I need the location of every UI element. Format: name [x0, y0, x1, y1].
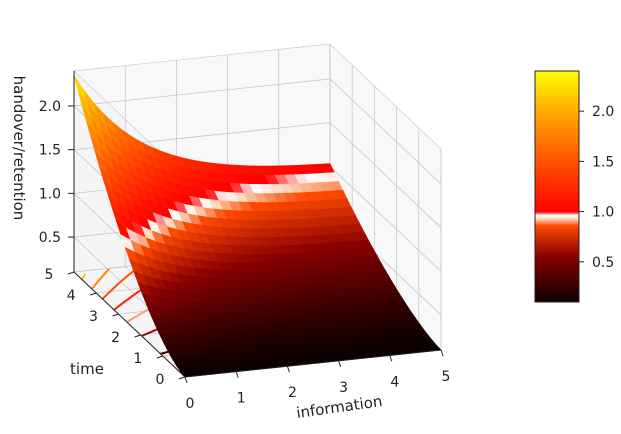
- colorbar: 0.5 1.0 1.5 2.0: [534, 70, 614, 303]
- z-tick-label: 1.5: [39, 143, 61, 159]
- x-tick-label: 3: [339, 380, 348, 396]
- colorbar-tick-label: 1.0: [592, 205, 614, 221]
- grid-right-z: [329, 122, 442, 228]
- y-tick: [178, 376, 186, 380]
- x-tick: [184, 376, 188, 384]
- x-tick-label: 4: [390, 374, 399, 390]
- y-tick: [112, 313, 119, 317]
- contour-line: [91, 268, 110, 290]
- x-tick-label: 5: [442, 369, 451, 385]
- y-tick: [134, 334, 141, 338]
- y-tick: [156, 355, 163, 359]
- surface-mesh: [73, 75, 442, 378]
- z-tick-label: 2.0: [39, 99, 61, 115]
- x-axis-line: [184, 349, 442, 378]
- x-tick: [338, 360, 342, 367]
- grid-right-z: [329, 78, 442, 185]
- y-axis-label: time: [70, 360, 104, 378]
- colorbar-tick-label: 2.0: [592, 104, 614, 120]
- y-tick-label: 3: [89, 309, 98, 325]
- x-tick-label: 1: [237, 391, 246, 407]
- colorbar-ticks: 0.5 1.0 1.5 2.0: [579, 104, 614, 271]
- z-axis-label: handover/retention: [10, 76, 28, 221]
- y-axis-line: [73, 271, 186, 378]
- y-tick-label: 1: [133, 351, 142, 367]
- axis-lines: [73, 71, 442, 378]
- y-tick-label: 2: [111, 330, 120, 346]
- grid-back-z: [73, 78, 331, 107]
- colorbar-body: [534, 70, 580, 303]
- z-tick-label: 1.0: [39, 186, 61, 202]
- y-tick-label: 0: [156, 372, 165, 388]
- x-tick-label: 0: [186, 396, 195, 412]
- x-tick: [389, 355, 393, 362]
- contour-line: [101, 267, 138, 300]
- x-axis-label: information: [295, 392, 383, 422]
- y-tick-label: 5: [45, 267, 54, 283]
- colorbar-tick-label: 0.5: [592, 255, 614, 271]
- contour-line: [81, 273, 87, 281]
- x-tick: [286, 366, 290, 373]
- y-tick: [90, 292, 97, 296]
- x-tick: [235, 371, 239, 378]
- x-tick: [440, 349, 444, 357]
- x-tick-label: 2: [288, 385, 297, 401]
- y-tick-label: 4: [67, 288, 76, 304]
- colorbar-tick-label: 1.5: [592, 154, 614, 170]
- grid-right-z: [329, 166, 442, 272]
- y-tick: [67, 271, 75, 275]
- z-tick-label: 0.5: [39, 230, 61, 246]
